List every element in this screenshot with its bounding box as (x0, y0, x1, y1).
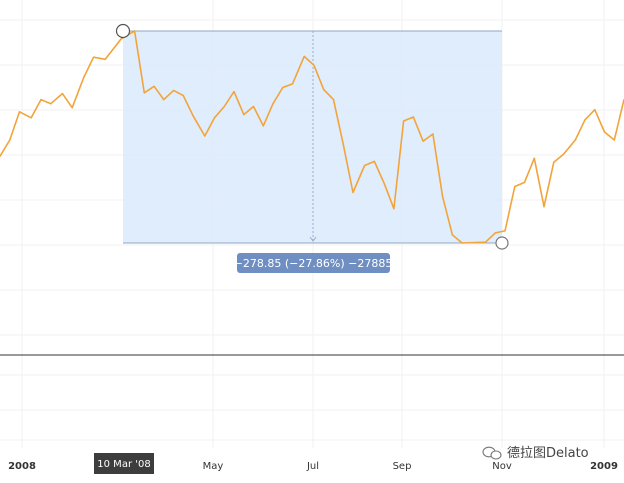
crosshair-date-badge: 10 Mar '08 (94, 453, 154, 474)
x-tick-label: Jul (306, 461, 319, 472)
data-point (104, 58, 106, 60)
data-point (18, 111, 21, 113)
data-point (543, 206, 545, 208)
data-point (143, 92, 145, 94)
data-point (0, 155, 1, 157)
data-point (553, 161, 555, 163)
measurement-label: −278.85 (−27.86%) −27885 (234, 253, 393, 273)
data-point (30, 117, 32, 119)
data-point (574, 139, 576, 141)
data-point (173, 89, 175, 91)
measurement-end-handle[interactable] (495, 236, 509, 250)
data-point (514, 185, 516, 188)
data-point (163, 99, 165, 101)
data-point (272, 103, 274, 105)
x-tick-label: Sep (393, 461, 412, 472)
data-point (562, 153, 565, 155)
data-point (50, 103, 52, 105)
data-point (613, 139, 615, 141)
data-point (282, 86, 284, 89)
data-point (153, 85, 155, 87)
data-point (364, 164, 366, 167)
measurement-label-badge (237, 253, 390, 273)
data-point (523, 181, 526, 183)
data-point (352, 191, 354, 194)
data-point (83, 76, 85, 78)
data-point (603, 131, 606, 133)
x-axis[interactable]: 2008 May Jul Sep Nov 2009 (8, 461, 618, 472)
data-point (204, 135, 206, 137)
x-tick-label: 2009 (590, 461, 618, 472)
data-point (61, 93, 64, 95)
data-point (442, 196, 444, 198)
data-point (451, 234, 453, 236)
watermark-text: 德拉图Delato (507, 446, 589, 461)
measurement-start-handle[interactable] (115, 23, 131, 39)
data-point (533, 157, 535, 159)
crosshair-date-text: 10 Mar '08 (97, 459, 150, 470)
data-point (40, 99, 42, 101)
data-point (461, 242, 463, 244)
measurement-tool[interactable] (123, 30, 502, 244)
data-point (182, 95, 184, 97)
data-point (192, 115, 194, 117)
x-tick-label: 2008 (8, 461, 36, 472)
data-point (594, 109, 596, 111)
measurement-arrow-icon (309, 236, 317, 242)
data-point (332, 99, 335, 101)
data-point (93, 56, 95, 58)
measurement-label-text: −278.85 (−27.86%) −27885 (234, 257, 393, 270)
data-point (243, 114, 245, 116)
data-point (262, 125, 264, 127)
crosshair-date-badge-bg (94, 453, 154, 474)
data-point (291, 83, 294, 85)
data-point (383, 182, 385, 184)
data-point (252, 105, 255, 108)
data-point (484, 241, 487, 243)
data-point (313, 64, 315, 66)
x-tick-label: May (203, 461, 224, 472)
data-point (504, 230, 506, 232)
data-point (323, 89, 325, 91)
data-point (71, 107, 73, 109)
data-point (134, 30, 136, 32)
data-point (584, 119, 586, 121)
wechat-icon (482, 446, 502, 460)
data-point (213, 117, 216, 119)
data-point (422, 140, 424, 142)
data-point (9, 139, 11, 141)
data-point (342, 143, 344, 145)
data-point (432, 133, 434, 135)
data-point (223, 105, 225, 108)
data-point (233, 91, 235, 93)
data-point (303, 55, 305, 58)
data-point (393, 208, 395, 210)
watermark: 德拉图Delato (482, 446, 589, 461)
x-tick-label: Nov (492, 461, 512, 472)
data-point (412, 116, 414, 118)
data-point (373, 160, 375, 162)
data-point (120, 38, 122, 40)
data-point (494, 232, 496, 234)
series-points (0, 30, 624, 244)
data-point (403, 120, 405, 122)
